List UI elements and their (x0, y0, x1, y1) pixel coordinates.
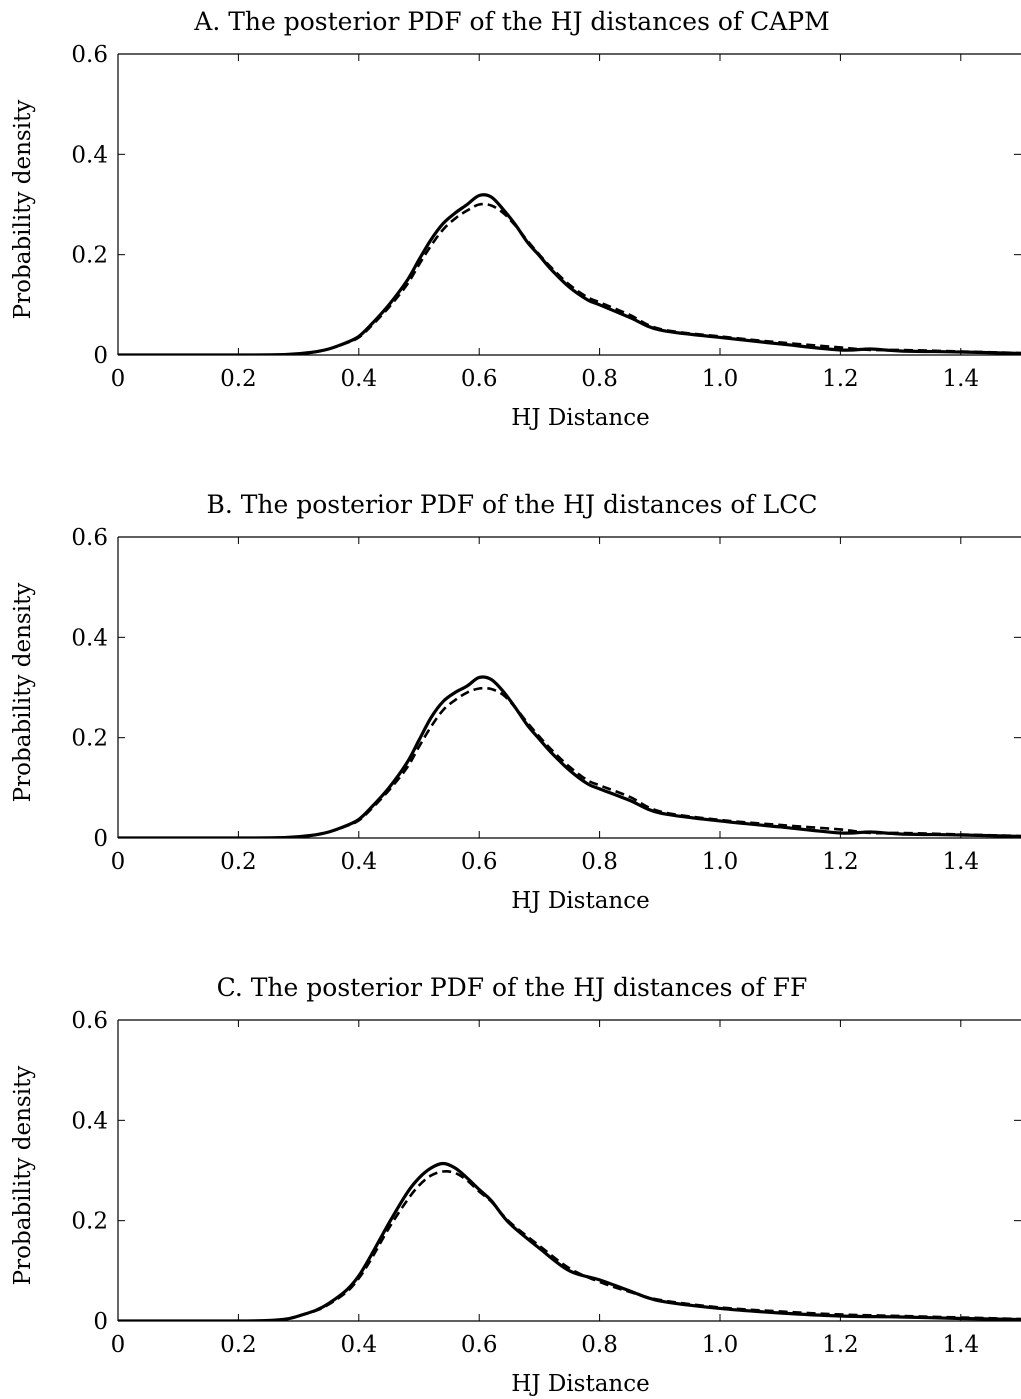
series-line-solid (118, 193, 1021, 355)
series-line-solid (118, 675, 1021, 838)
x-tick-label: 0.4 (341, 366, 378, 392)
x-tick-label: 0.6 (461, 1332, 498, 1358)
y-axis-label: Probability density (10, 1066, 36, 1286)
y-tick-label: 0 (93, 826, 108, 852)
x-tick-label: 1.2 (822, 849, 859, 875)
x-tick-label: 0 (111, 849, 126, 875)
x-tick-label: 0.2 (220, 366, 257, 392)
y-tick-label: 0.2 (71, 243, 108, 269)
y-tick-label: 0.6 (71, 42, 108, 68)
x-tick-label: 1.0 (702, 849, 739, 875)
y-tick-label: 0.2 (71, 726, 108, 752)
y-tick-label: 0 (93, 1309, 108, 1335)
y-tick-label: 0 (93, 343, 108, 369)
x-tick-label: 0.6 (461, 849, 498, 875)
y-tick-label: 0.4 (71, 1108, 108, 1134)
chart-title: B. The posterior PDF of the HJ distances… (206, 490, 817, 519)
x-tick-label: 1.0 (702, 1332, 739, 1358)
y-tick-label: 0.2 (71, 1209, 108, 1235)
series-line-dashed (118, 1170, 1021, 1321)
x-axis-label: HJ Distance (511, 405, 649, 431)
y-axis-label: Probability density (10, 100, 36, 320)
series-line-dashed (118, 202, 1021, 355)
y-axis-label: Probability density (10, 583, 36, 803)
x-tick-label: 0.4 (341, 1332, 378, 1358)
x-tick-label: 1.4 (943, 1332, 980, 1358)
series-line-dashed (118, 686, 1021, 838)
x-tick-label: 1.2 (822, 366, 859, 392)
x-tick-label: 1.2 (822, 1332, 859, 1358)
x-tick-label: 0.2 (220, 849, 257, 875)
x-tick-label: 1.4 (943, 849, 980, 875)
chart-title: A. The posterior PDF of the HJ distances… (193, 7, 829, 36)
x-tick-label: 0.2 (220, 1332, 257, 1358)
y-tick-label: 0.4 (71, 142, 108, 168)
y-tick-label: 0.4 (71, 625, 108, 651)
x-tick-label: 0 (111, 1332, 126, 1358)
chart-panel-b: B. The posterior PDF of the HJ distances… (10, 490, 1021, 914)
x-tick-label: 1.4 (943, 366, 980, 392)
x-tick-label: 0.8 (581, 366, 618, 392)
x-tick-label: 0.8 (581, 1332, 618, 1358)
x-tick-label: 0.4 (341, 849, 378, 875)
x-axis-label: HJ Distance (511, 888, 649, 914)
x-tick-label: 0.6 (461, 366, 498, 392)
chart-panel-a: A. The posterior PDF of the HJ distances… (10, 7, 1021, 431)
chart-panel-c: C. The posterior PDF of the HJ distances… (10, 973, 1021, 1397)
y-tick-label: 0.6 (71, 525, 108, 551)
series-line-solid (118, 1161, 1021, 1321)
x-tick-label: 0.8 (581, 849, 618, 875)
chart-title: C. The posterior PDF of the HJ distances… (217, 973, 808, 1002)
x-tick-label: 1.0 (702, 366, 739, 392)
y-tick-label: 0.6 (71, 1008, 108, 1034)
x-tick-label: 0 (111, 366, 126, 392)
x-axis-label: HJ Distance (511, 1371, 649, 1397)
